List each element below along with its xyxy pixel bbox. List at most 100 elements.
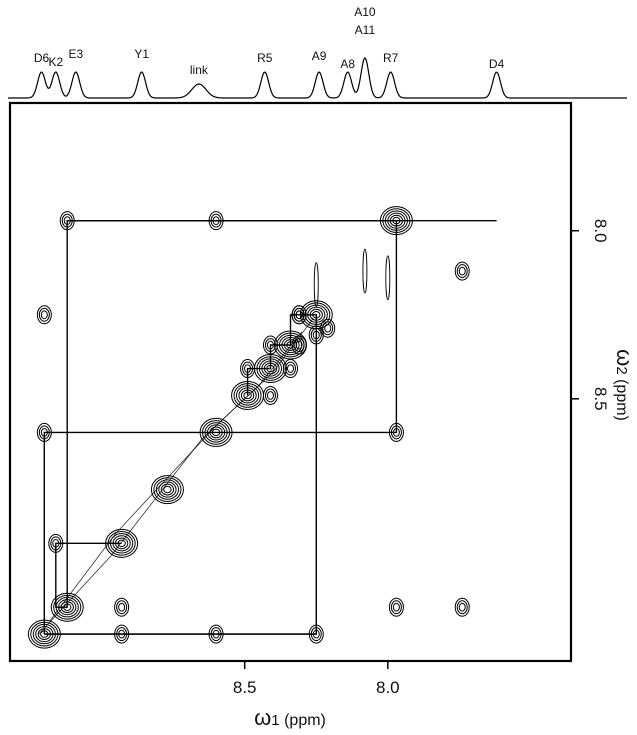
peak-contour-ring [320,318,336,338]
y-axis-label: ω2 (ppm) [612,349,637,421]
peak-contour-ring [258,358,283,379]
sequential-connectivity-lines [43,220,497,635]
peak-contour-ring [118,602,126,612]
cross-peak-7 [240,359,256,379]
peak-contour-ring [310,328,322,342]
peak-contour-ring [155,479,180,500]
diagonal-peak-d4 [379,206,413,236]
residue-label-y1: Y1 [134,47,149,61]
x-axis-label-symbol: ω [254,705,271,730]
residue-labels: D6 K2 E3 Y1 link R5 A9 A8 A10 A11 R7 D4 [34,5,505,77]
diagonal-peak-y1 [105,528,139,558]
residue-label-k2: K2 [48,55,63,69]
peak-contour-ring [35,626,54,643]
peak-contour-ring [114,597,130,617]
cross-peak-15 [208,624,224,644]
peak-contour-ring [456,600,468,615]
peak-contour-ring [114,537,129,550]
projection-1d-trace [8,57,627,99]
peak-contour-ring [112,535,131,552]
peak-contour-ring [312,629,320,639]
peak-contour-ring [312,330,320,340]
peak-contour-ring [110,533,134,554]
cross-peak-17 [308,325,324,345]
peak-contour-ring [114,624,130,644]
peak-contour-ring [388,597,404,617]
cross-peak-6 [283,359,298,379]
peak-contour-ring [38,425,50,440]
cross-peak-18 [291,305,307,325]
cross-peak-5 [262,335,278,355]
cross-peak-10 [388,422,404,442]
connectivity-walk-helix [44,314,317,635]
diagonal-peak-r5 [199,417,233,447]
peak-contour-ring [266,364,275,373]
peak-contour-ring [202,420,231,445]
peak-contour-ring [63,603,72,611]
peak-contour-ring [263,362,278,375]
y-axis-label-unit: (ppm) [613,375,630,421]
peak-contour-ring [256,356,285,381]
t1-noise-streak [362,248,368,294]
peak-contour-ring [458,266,466,276]
peak-contour-ring [206,424,226,441]
connectivity-walk-main [43,220,398,635]
peak-contour-ring [454,261,470,281]
y-tick-label: 8.5 [591,387,610,411]
peak-contour-ring [204,422,228,443]
peak-contour-ring [50,592,84,622]
peak-contour-ring [150,475,184,505]
peak-contour-ring [63,216,71,226]
t1-noise-streak [385,255,391,301]
residue-label-a11: A11 [355,23,376,37]
cross-peak-13 [388,597,404,617]
peak-contour-ring [382,208,411,234]
peak-contour-ring [117,539,126,548]
peak-contour-ring [36,305,52,325]
peak-contour-ring [387,212,406,229]
x-axis-label-sub: 1 [271,712,279,729]
cross-peak-2 [36,305,52,325]
cross-peak-12 [114,597,130,617]
peak-contour-ring [293,338,305,352]
residue-label-r5: R5 [257,51,273,65]
diagonal-peak-e3 [50,592,84,622]
peak-contour-ring [454,597,470,617]
peak-contour-ring [304,304,328,325]
cross-peak-9 [36,422,52,442]
residue-label-d6: D6 [34,51,50,65]
peak-contour-ring [38,307,50,322]
peak-contour-ring [392,428,400,437]
peak-contour-ring [312,311,321,319]
residue-label-r7: R7 [383,51,399,65]
peak-contour-ring [264,338,276,352]
peak-contour-ring [389,214,404,227]
peak-contour-ring [308,624,324,644]
peak-contour-ring [36,422,52,442]
x-axis-label-unit: (ppm) [280,712,326,729]
diagonal-peak-d6 [27,619,61,649]
y-tick-label: 8.0 [591,219,610,243]
peak-contour-ring [235,385,260,406]
peak-contour-ring [37,628,51,640]
peak-contour-ring [163,485,172,494]
cross-peak-8 [262,385,278,405]
peak-contour-ring [160,483,175,496]
x-axis: 8.5 8.0 [233,661,400,697]
peak-contour-ring [52,538,60,548]
peak-contour-ring [283,339,298,351]
peak-contours [27,206,470,649]
peak-contour-ring [60,601,74,614]
cross-peak-16 [308,624,324,644]
peak-contour-ring [208,624,224,644]
peak-contour-ring [40,310,48,320]
peak-contour-ring [458,602,466,612]
peak-contour-ring [243,391,252,400]
peak-contour-ring [291,335,307,355]
cross-peak-19 [320,318,336,338]
peak-contour-ring [209,426,223,439]
peak-contour-ring [266,340,274,350]
peak-contour-ring [40,428,48,437]
peak-contour-ring [261,360,280,377]
